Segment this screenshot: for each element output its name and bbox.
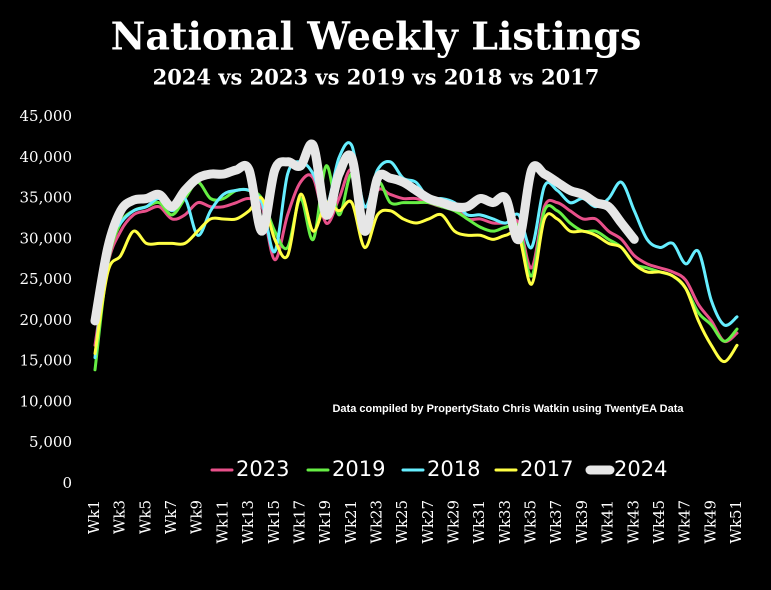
y-tick-label: 0: [62, 474, 72, 492]
x-tick-label: Wk49: [701, 500, 719, 544]
chart-title: National Weekly Listings: [111, 14, 642, 59]
y-tick-label: 30,000: [20, 229, 73, 247]
annotation: Data compiled by PropertyStato Chris Wat…: [332, 403, 684, 415]
x-tick-label: Wk3: [111, 500, 129, 534]
x-tick-label: Wk27: [419, 500, 437, 544]
x-tick-label: Wk39: [573, 500, 591, 544]
x-tick-label: Wk19: [316, 500, 334, 544]
x-tick-label: Wk31: [470, 500, 488, 544]
x-tick-label: Wk47: [676, 500, 694, 544]
y-tick-label: 5,000: [29, 433, 72, 451]
x-tick-label: Wk37: [547, 500, 565, 544]
y-tick-label: 25,000: [20, 270, 73, 288]
series-line: [93, 141, 739, 360]
series-line: [90, 139, 639, 326]
x-tick-label: Wk1: [85, 500, 103, 534]
legend-label: 2018: [427, 457, 480, 481]
x-tick-label: Wk23: [367, 500, 385, 544]
x-tick-label: Wk13: [239, 500, 257, 544]
x-tick-label: Wk25: [393, 500, 411, 544]
x-tick-label: Wk7: [162, 500, 180, 534]
x-tick-label: Wk11: [213, 500, 231, 544]
legend-label: 2024: [614, 457, 667, 481]
series-line: [93, 192, 739, 364]
x-tick-label: Wk17: [290, 500, 308, 544]
legend-label: 2023: [236, 457, 289, 481]
y-tick-label: 20,000: [20, 311, 73, 329]
y-tick-label: 15,000: [20, 352, 73, 370]
x-tick-label: Wk41: [599, 500, 617, 544]
x-tick-label: Wk33: [496, 500, 514, 544]
y-tick-label: 10,000: [20, 392, 73, 410]
legend-label: 2019: [332, 457, 385, 481]
y-tick-label: 45,000: [20, 107, 73, 125]
x-tick-label: Wk43: [624, 500, 642, 544]
y-tick-label: 40,000: [20, 148, 73, 166]
x-tick-label: Wk29: [445, 500, 463, 544]
legend-label: 2017: [520, 457, 573, 481]
x-tick-label: Wk9: [188, 500, 206, 534]
x-tick-label: Wk45: [650, 500, 668, 544]
x-tick-label: Wk5: [136, 500, 154, 534]
x-tick-label: Wk51: [727, 500, 745, 544]
chart-subtitle: 2024 vs 2023 vs 2019 vs 2018 vs 2017: [153, 65, 600, 90]
y-tick-label: 35,000: [20, 189, 73, 207]
x-tick-label: Wk15: [265, 500, 283, 544]
x-tick-label: Wk21: [342, 500, 360, 544]
series-line: [93, 168, 739, 347]
x-tick-label: Wk35: [522, 500, 540, 544]
